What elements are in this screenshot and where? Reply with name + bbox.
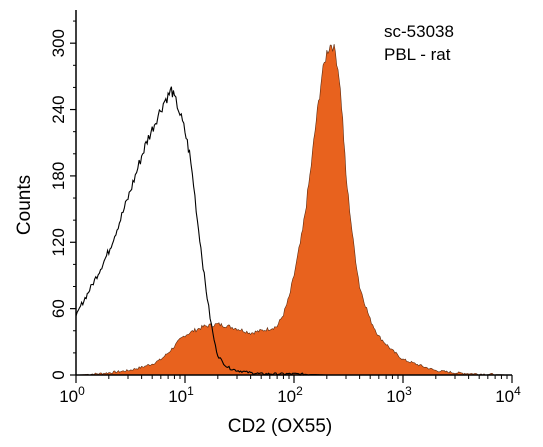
plot-area — [75, 43, 512, 376]
axes: 0 60 120 180 240 300 100 101 102 103 104 — [49, 10, 521, 406]
y-axis-title: Counts — [14, 175, 35, 235]
x-tick-label: 101 — [168, 384, 194, 406]
y-tick-label: 60 — [49, 299, 68, 318]
x-tick-label: 100 — [59, 384, 85, 406]
histogram-filled-cd2 — [75, 43, 512, 376]
annotation-sample: PBL - rat — [384, 45, 451, 64]
y-tick-label: 300 — [49, 29, 68, 57]
x-tick-label: 102 — [277, 384, 303, 406]
y-tick-label: 180 — [49, 162, 68, 190]
y-tick-label: 120 — [49, 228, 68, 256]
y-tick-label: 240 — [49, 95, 68, 123]
y-tick-label: 0 — [49, 370, 68, 379]
x-tick-label: 104 — [495, 384, 521, 406]
x-axis-title: CD2 (OX55) — [228, 416, 333, 437]
annotation-antibody: sc-53038 — [384, 22, 454, 41]
x-tick-label: 103 — [386, 384, 412, 406]
